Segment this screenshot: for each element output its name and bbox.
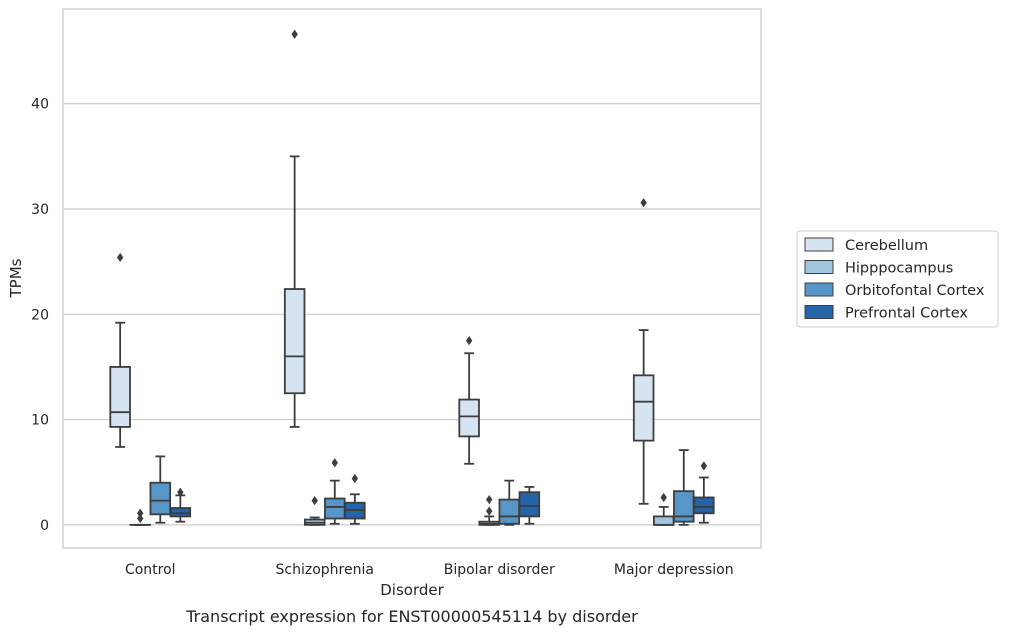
outlier-point <box>331 458 338 468</box>
iqr-box <box>652 515 675 526</box>
legend-label: Orbitofontal Cortex <box>845 283 985 299</box>
legend-label: Hipppocampus <box>845 261 953 277</box>
x-tick-label: Control <box>125 562 176 578</box>
outlier-point <box>291 29 298 39</box>
box-prefrontal-cortex <box>518 486 541 525</box>
iqr-box <box>109 366 131 428</box>
iqr-box <box>498 498 521 525</box>
box-cerebellum <box>632 198 655 505</box>
y-tick-label: 20 <box>31 307 49 323</box>
outlier-point <box>351 473 359 484</box>
iqr-box <box>169 507 192 518</box>
outlier-point <box>116 252 124 263</box>
y-tick-label: 0 <box>40 518 49 534</box>
box-prefrontal-cortex <box>169 487 192 523</box>
box-cerebellum <box>283 29 306 428</box>
outlier-point <box>640 198 647 208</box>
y-axis-ticks: 0 10 20 30 40 <box>31 97 49 534</box>
x-axis-ticks: Control Schizophrenia Bipolar disorder Majo… <box>125 562 734 578</box>
outlier-point <box>660 492 667 503</box>
iqr-box <box>283 288 306 395</box>
box-hipppocampus <box>129 508 151 526</box>
iqr-box <box>324 497 346 520</box>
legend-swatch <box>804 305 834 319</box>
outlier-point <box>700 461 708 471</box>
box-prefrontal-cortex <box>344 473 366 525</box>
legend-swatch <box>804 237 834 252</box>
iqr-box <box>458 398 480 438</box>
outlier-point <box>486 506 493 516</box>
plot-area <box>63 9 761 548</box>
box-orbitofontal-cortex <box>149 455 172 524</box>
legend: Cerebellum Hipppocampus Orbitofontal Corte… <box>796 230 999 328</box>
box-prefrontal-cortex <box>693 461 715 524</box>
chart-caption: Transcript expression for ENST0000054511… <box>185 607 638 626</box>
iqr-box <box>632 374 655 442</box>
legend-label: Cerebellum <box>845 238 928 254</box>
legend-frame <box>796 230 999 328</box>
x-tick-label: Bipolar disorder <box>444 562 555 578</box>
x-axis-title: Disorder <box>380 581 444 599</box>
box-series <box>109 29 715 526</box>
legend-label: Prefrontal Cortex <box>845 306 968 322</box>
outlier-point <box>137 508 144 518</box>
y-axis-title: TPMs <box>7 258 25 298</box>
box-cerebellum <box>458 336 480 465</box>
box-cerebellum <box>109 252 131 448</box>
plot-frame <box>62 8 762 549</box>
legend-swatch <box>804 260 834 274</box>
outlier-point <box>137 513 144 524</box>
box-hipppocampus <box>478 494 500 526</box>
y-tick-label: 10 <box>31 413 49 429</box>
iqr-box <box>693 496 715 515</box>
x-tick-label: Schizophrenia <box>276 562 374 578</box>
box-hipppocampus <box>303 496 326 526</box>
outlier-point <box>311 496 318 506</box>
x-tick-label: Major depression <box>614 562 734 578</box>
y-tick-label: 40 <box>31 97 49 113</box>
outlier-point <box>465 336 473 346</box>
box-orbitofontal-cortex <box>673 449 695 526</box>
iqr-box <box>518 491 541 518</box>
y-tick-label: 30 <box>31 202 49 218</box>
legend-swatch <box>804 282 834 297</box>
outlier-point <box>486 494 493 505</box>
outlier-point <box>177 487 184 497</box>
iqr-box <box>149 481 172 516</box>
